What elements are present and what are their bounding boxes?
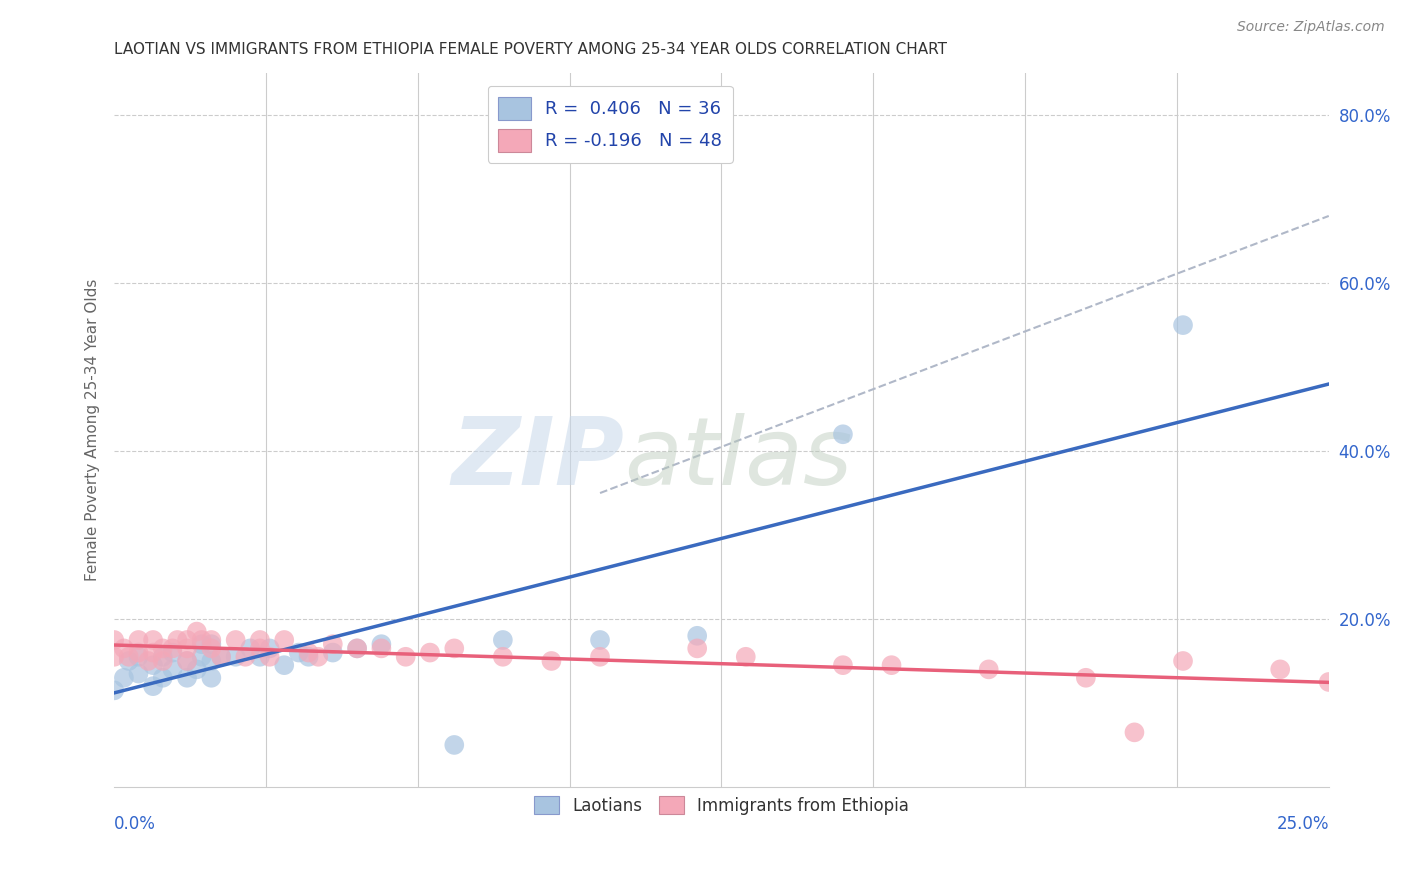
Point xyxy=(152,671,174,685)
Point xyxy=(176,641,198,656)
Point xyxy=(235,649,257,664)
Point xyxy=(370,637,392,651)
Point xyxy=(540,654,562,668)
Point xyxy=(1171,318,1194,332)
Point xyxy=(1123,725,1146,739)
Point xyxy=(395,649,418,664)
Point xyxy=(832,427,855,442)
Text: 0.0%: 0.0% xyxy=(114,815,156,833)
Point xyxy=(370,641,392,656)
Point xyxy=(142,658,165,673)
Point xyxy=(142,646,165,660)
Point xyxy=(249,649,271,664)
Point xyxy=(1317,675,1340,690)
Point xyxy=(686,629,709,643)
Point xyxy=(273,632,295,647)
Point xyxy=(209,649,232,664)
Point xyxy=(322,637,344,651)
Point xyxy=(977,662,1000,676)
Point xyxy=(127,649,149,664)
Point xyxy=(589,649,612,664)
Point xyxy=(200,632,222,647)
Text: ZIP: ZIP xyxy=(451,413,624,505)
Text: LAOTIAN VS IMMIGRANTS FROM ETHIOPIA FEMALE POVERTY AMONG 25-34 YEAR OLDS CORRELA: LAOTIAN VS IMMIGRANTS FROM ETHIOPIA FEMA… xyxy=(114,42,948,57)
Point xyxy=(127,632,149,647)
Point xyxy=(225,649,247,664)
Point xyxy=(176,671,198,685)
Point xyxy=(103,632,125,647)
Point xyxy=(136,654,159,668)
Point xyxy=(190,632,212,647)
Point xyxy=(880,658,903,673)
Point xyxy=(118,654,141,668)
Text: atlas: atlas xyxy=(624,413,852,504)
Point xyxy=(273,658,295,673)
Point xyxy=(249,632,271,647)
Point xyxy=(259,641,281,656)
Point xyxy=(142,679,165,693)
Point xyxy=(152,641,174,656)
Point xyxy=(589,632,612,647)
Point xyxy=(443,738,465,752)
Point xyxy=(166,632,188,647)
Point xyxy=(127,646,149,660)
Point xyxy=(127,666,149,681)
Point xyxy=(200,641,222,656)
Point xyxy=(112,641,135,656)
Point xyxy=(142,632,165,647)
Point xyxy=(103,649,125,664)
Point xyxy=(176,654,198,668)
Point xyxy=(492,649,515,664)
Point xyxy=(209,649,232,664)
Point xyxy=(200,654,222,668)
Point xyxy=(103,683,125,698)
Point xyxy=(176,632,198,647)
Point xyxy=(200,671,222,685)
Point xyxy=(186,662,208,676)
Legend: Laotians, Immigrants from Ethiopia: Laotians, Immigrants from Ethiopia xyxy=(527,789,915,822)
Point xyxy=(288,646,311,660)
Y-axis label: Female Poverty Among 25-34 Year Olds: Female Poverty Among 25-34 Year Olds xyxy=(86,279,100,582)
Point xyxy=(152,654,174,668)
Point xyxy=(118,649,141,664)
Point xyxy=(1270,662,1292,676)
Point xyxy=(346,641,368,656)
Point xyxy=(186,624,208,639)
Text: 25.0%: 25.0% xyxy=(1277,815,1329,833)
Point xyxy=(322,646,344,660)
Point xyxy=(225,632,247,647)
Point xyxy=(297,646,319,660)
Point xyxy=(832,658,855,673)
Point xyxy=(176,654,198,668)
Point xyxy=(492,632,515,647)
Text: Source: ZipAtlas.com: Source: ZipAtlas.com xyxy=(1237,20,1385,34)
Point xyxy=(734,649,756,664)
Point xyxy=(200,637,222,651)
Point xyxy=(686,641,709,656)
Point xyxy=(112,671,135,685)
Point xyxy=(152,649,174,664)
Point xyxy=(190,649,212,664)
Point xyxy=(239,641,262,656)
Point xyxy=(443,641,465,656)
Point xyxy=(297,649,319,664)
Point xyxy=(259,649,281,664)
Point xyxy=(1171,654,1194,668)
Point xyxy=(1074,671,1097,685)
Point xyxy=(190,637,212,651)
Point xyxy=(249,641,271,656)
Point xyxy=(419,646,441,660)
Point xyxy=(162,646,184,660)
Point xyxy=(307,649,329,664)
Point xyxy=(162,641,184,656)
Point xyxy=(346,641,368,656)
Point xyxy=(162,662,184,676)
